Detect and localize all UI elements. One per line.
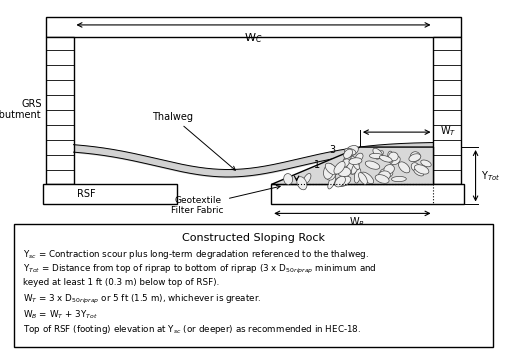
Ellipse shape [410, 152, 420, 161]
Ellipse shape [373, 148, 383, 158]
Text: keyed at least 1 ft (0.3 m) below top of RSF).: keyed at least 1 ft (0.3 m) below top of… [23, 278, 220, 287]
Bar [43, 185, 177, 205]
Ellipse shape [351, 156, 359, 170]
Text: W$_B$: W$_B$ [349, 215, 366, 229]
Ellipse shape [338, 167, 351, 177]
Text: Thalweg: Thalweg [152, 112, 235, 170]
Text: Y$_{sc}$ = Contraction scour plus long-term degradation referenced to the thalwe: Y$_{sc}$ = Contraction scour plus long-t… [23, 248, 369, 261]
Polygon shape [271, 147, 433, 185]
Ellipse shape [370, 153, 383, 158]
Ellipse shape [344, 148, 356, 155]
Ellipse shape [335, 176, 345, 187]
Ellipse shape [338, 176, 351, 186]
Ellipse shape [325, 168, 336, 180]
Text: 3: 3 [329, 144, 335, 155]
Ellipse shape [387, 151, 393, 163]
Ellipse shape [375, 174, 389, 183]
Text: W$_T$ = 3 x D$_{50riprap}$ or 5 ft (1.5 m), whichever is greater.: W$_T$ = 3 x D$_{50riprap}$ or 5 ft (1.5 … [23, 293, 262, 306]
Ellipse shape [389, 152, 398, 161]
Text: RSF: RSF [77, 190, 95, 199]
Text: Constructed Sloping Rock: Constructed Sloping Rock [182, 233, 325, 243]
Ellipse shape [344, 149, 352, 158]
Ellipse shape [328, 175, 336, 189]
Bar [433, 37, 461, 185]
Ellipse shape [379, 155, 392, 162]
Ellipse shape [378, 171, 390, 180]
Ellipse shape [384, 165, 394, 174]
Bar [46, 37, 74, 185]
Bar [271, 185, 464, 205]
Ellipse shape [351, 162, 359, 174]
Ellipse shape [335, 177, 349, 186]
Ellipse shape [399, 162, 410, 173]
Ellipse shape [361, 172, 374, 184]
Ellipse shape [391, 176, 406, 181]
Ellipse shape [297, 177, 307, 190]
Ellipse shape [380, 169, 393, 178]
Ellipse shape [409, 154, 421, 162]
Text: Top of RSF (footing) elevation at Y$_{sc}$ (or deeper) as recommended in HEC-18.: Top of RSF (footing) elevation at Y$_{sc… [23, 323, 361, 336]
Ellipse shape [343, 156, 350, 165]
Ellipse shape [328, 170, 339, 177]
Text: GRS
Abutment: GRS Abutment [0, 99, 42, 120]
Ellipse shape [345, 146, 358, 156]
Ellipse shape [334, 162, 345, 174]
Ellipse shape [354, 168, 361, 183]
Text: Y$_{Tot}$ = Distance from top of riprap to bottom of riprap (3 x D$_{50riprap}$ : Y$_{Tot}$ = Distance from top of riprap … [23, 263, 377, 276]
Ellipse shape [355, 153, 363, 161]
Ellipse shape [414, 169, 423, 176]
Ellipse shape [358, 173, 368, 184]
Bar [46, 17, 461, 37]
Text: Geotextile
Filter Fabric: Geotextile Filter Fabric [171, 185, 280, 215]
FancyBboxPatch shape [14, 224, 493, 347]
Ellipse shape [390, 156, 400, 165]
Ellipse shape [347, 161, 356, 174]
Text: 1: 1 [314, 159, 320, 170]
Ellipse shape [365, 161, 380, 169]
Ellipse shape [349, 158, 362, 164]
Ellipse shape [323, 164, 334, 179]
Text: Y$_{Tot}$: Y$_{Tot}$ [481, 169, 500, 183]
Ellipse shape [376, 151, 383, 159]
Ellipse shape [325, 163, 338, 175]
Text: W$_C$: W$_C$ [244, 31, 263, 45]
Text: W$_T$: W$_T$ [440, 124, 456, 138]
Text: Y$_{sc}$: Y$_{sc}$ [302, 173, 317, 187]
Ellipse shape [421, 160, 431, 167]
Ellipse shape [303, 173, 311, 184]
Text: W$_B$ = W$_T$ + 3Y$_{Tot}$: W$_B$ = W$_T$ + 3Y$_{Tot}$ [23, 308, 98, 321]
Ellipse shape [411, 163, 419, 171]
Ellipse shape [341, 159, 350, 168]
Ellipse shape [414, 165, 429, 174]
Ellipse shape [284, 173, 293, 185]
